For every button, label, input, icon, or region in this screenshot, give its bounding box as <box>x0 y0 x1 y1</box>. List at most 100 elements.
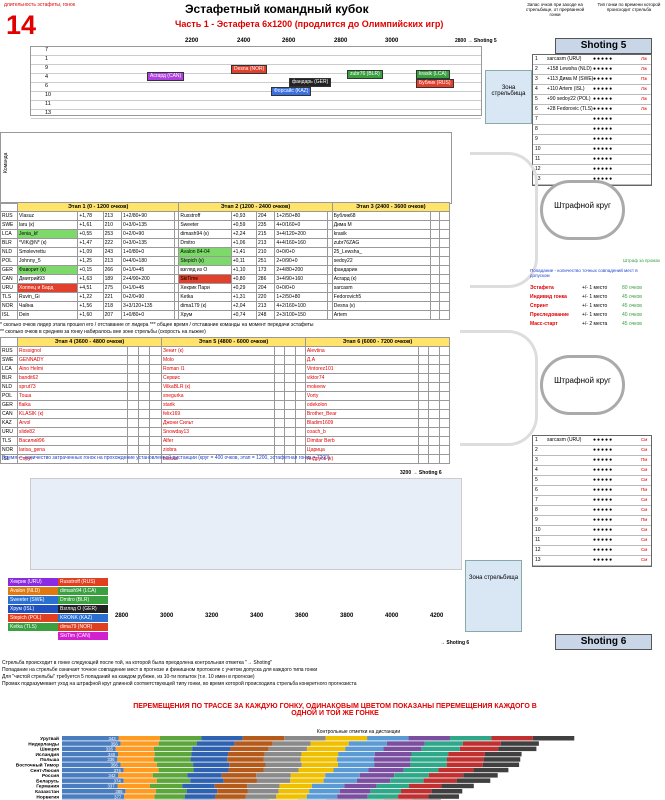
legend-item: dima79 (NOR) <box>58 623 108 631</box>
penalty-loop: Штрафной круг <box>540 180 625 240</box>
table-cell <box>430 220 441 230</box>
table-cell <box>294 355 306 365</box>
table-cell <box>149 355 162 365</box>
bar-segment <box>459 746 499 752</box>
bar-segment <box>62 746 116 752</box>
bar-segment <box>423 778 457 783</box>
table-cell: LCA <box>0 229 18 239</box>
rule-note: Попадание на стрельбе означает точное со… <box>2 667 318 673</box>
table-cell <box>149 346 162 356</box>
table-cell: Хоппец и Бард <box>16 283 79 293</box>
table-cell: KAZ <box>0 418 18 428</box>
shooting-row: 7 ●●●●● См <box>533 496 651 506</box>
shooting-row: 1 sarcasm (URU) ●●●●● См <box>533 436 651 446</box>
bar-segment <box>190 757 228 762</box>
table-cell: 1+2/50+80 <box>274 211 328 221</box>
bar-segment <box>367 736 409 741</box>
penalty-rules: Эстафета +/- 1 место 80 очков Индивид гонка… <box>530 285 660 330</box>
table-cell: +4,51 <box>77 283 104 293</box>
legend-item <box>8 632 58 640</box>
shooting-row: 12 ●●●●● См <box>533 546 651 556</box>
track-curve <box>460 330 538 446</box>
table-cell <box>294 382 306 392</box>
target-dots: ●●●●● <box>593 517 614 523</box>
page-subtitle: Часть 1 - Эстафета 6x1200 (продлится до … <box>175 19 444 29</box>
table-cell: +0,29 <box>230 283 258 293</box>
shooting-row: 13 ●●●●● См <box>533 556 651 566</box>
row-number: 12 <box>535 547 541 553</box>
table-cell: +0,55 <box>77 229 104 239</box>
target-dots: ●●●●● <box>593 56 614 62</box>
table-cell: Stepich (к) <box>178 256 232 266</box>
bar-segment <box>124 794 155 799</box>
table-cell: VilkaBLR (к) <box>160 382 276 392</box>
race-type: См <box>641 537 648 542</box>
bar-segment <box>428 794 459 799</box>
bar-segment <box>356 778 391 783</box>
table-cell: Ketka <box>178 292 232 302</box>
table-cell <box>428 418 440 428</box>
category-label: Казахстан <box>35 789 59 795</box>
shooting5-grid: 1 sarcasm (URU) ●●●●● Лж 2 +158 Lewsha (NLD) ●… <box>532 54 652 186</box>
bar-segment <box>367 794 399 799</box>
table-cell <box>138 427 151 437</box>
table-cell <box>439 274 450 284</box>
bar-segment <box>62 778 124 783</box>
table-cell <box>428 400 440 410</box>
table-cell <box>149 427 162 437</box>
table-cell: Д.А <box>304 355 419 365</box>
legend-item: Avalon (NLD) <box>8 587 58 595</box>
bar-segment <box>337 794 368 799</box>
rule-note: Промах подразумевает уход на штрафной кр… <box>2 681 357 687</box>
row-number: 4 <box>535 86 538 92</box>
bar-segment <box>310 741 349 746</box>
table-cell <box>294 364 306 374</box>
table-cell: Dein <box>16 310 79 320</box>
bar-segment <box>123 767 159 773</box>
shooting-row: 8 ●●●●● <box>533 125 651 135</box>
bar-segment <box>62 736 119 741</box>
bar-segment <box>186 789 218 794</box>
bar-segment <box>278 789 310 794</box>
category-label: Сент-Люсия <box>30 768 59 774</box>
bar-segment <box>409 783 442 789</box>
table-cell: 210 <box>102 220 122 230</box>
legend-item: KRONK (KAZ) <box>58 614 108 622</box>
table-cell <box>428 391 440 401</box>
table-cell <box>149 445 162 455</box>
row-number: 11 <box>535 156 541 162</box>
table-cell: Desna (к) <box>331 301 432 311</box>
table-cell: Vintorez101 <box>304 364 419 374</box>
table-row: CAN Дмитрий93 +1,63 189 2+4/90+200 SkiTime +0,… <box>0 274 450 284</box>
table-cell: Василий96 <box>17 436 128 446</box>
bar-segment <box>156 789 187 794</box>
bar-segment <box>390 778 424 783</box>
legend-row: SkiTim (CAN) <box>8 632 108 641</box>
bar-segment <box>215 794 246 799</box>
table-cell: starik <box>160 400 276 410</box>
table-cell: 243 <box>102 247 122 257</box>
table-cell: NOR <box>0 301 18 311</box>
bar-segment <box>359 773 395 778</box>
table-row: RUS Rossignol Зенит (к) Alevtina <box>0 346 450 356</box>
table-cell <box>149 409 162 419</box>
table-cell: TLS <box>0 436 18 446</box>
table-cell: 3+4/120+200 <box>274 229 328 239</box>
table-cell <box>428 445 440 455</box>
legend-item: Ketka (TLS) <box>8 623 58 631</box>
table-cell: NLD <box>0 247 18 257</box>
track-row: 10 <box>31 92 481 101</box>
shooting-row: 4 ●●●●● См <box>533 466 651 476</box>
bar-segment <box>376 783 410 789</box>
shooting-row: 4 +110 Artem (ISL) ●●●●● Лж <box>533 85 651 95</box>
bar-segment <box>373 757 411 762</box>
bar-segment <box>62 741 121 746</box>
bar-segment <box>498 746 537 752</box>
table-cell: 0+2/0+90 <box>120 292 175 302</box>
table-cell <box>284 364 296 374</box>
type-note: Тип гонки по времени которой происходит … <box>597 2 661 12</box>
bar-segment <box>337 762 375 767</box>
bar-segment <box>484 751 522 757</box>
bar-segment <box>348 741 387 746</box>
table-cell <box>284 400 296 410</box>
